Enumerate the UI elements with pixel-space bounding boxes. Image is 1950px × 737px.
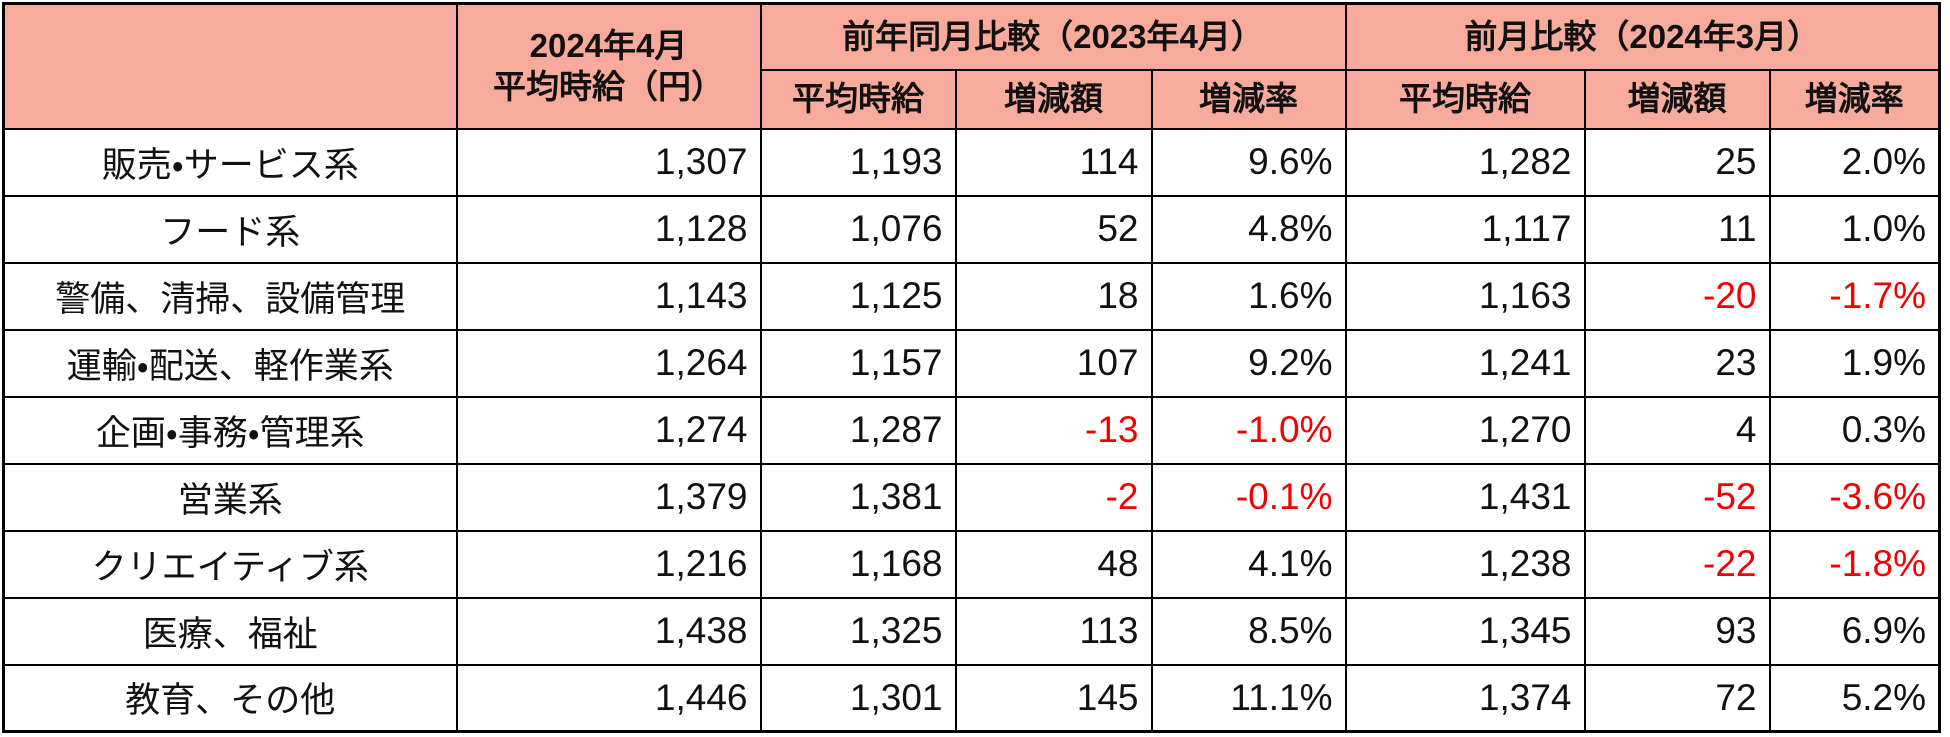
col-header-yoy-rate: 増減率: [1150, 68, 1347, 130]
cell-yoy-rate: 9.2%: [1150, 328, 1347, 398]
cell-yoy-avg: 1,287: [759, 395, 957, 465]
cell-label: 企画・事務・管理系: [2, 395, 458, 465]
cell-april-wage: 1,307: [455, 127, 762, 197]
cell-yoy-avg: 1,325: [759, 596, 957, 666]
cell-april-wage: 1,216: [455, 529, 762, 599]
cell-yoy-avg: 1,076: [759, 194, 957, 264]
cell-yoy-diff: -2: [954, 462, 1153, 532]
cell-april-wage: 1,264: [455, 328, 762, 398]
cell-yoy-avg: 1,157: [759, 328, 957, 398]
cell-mom-rate: 1.0%: [1768, 194, 1941, 264]
cell-mom-avg: 1,431: [1344, 462, 1586, 532]
cell-mom-diff: -52: [1583, 462, 1771, 532]
cell-mom-rate: 0.3%: [1768, 395, 1941, 465]
cell-mom-rate: 1.9%: [1768, 328, 1941, 398]
table-row: 販売・サービス系 1,307 1,193 114 9.6% 1,282 25 2…: [2, 127, 1941, 197]
cell-mom-avg: 1,163: [1344, 261, 1586, 331]
cell-mom-rate: 5.2%: [1768, 663, 1941, 733]
cell-yoy-diff: 18: [954, 261, 1153, 331]
cell-yoy-diff: 107: [954, 328, 1153, 398]
cell-yoy-diff: 145: [954, 663, 1153, 733]
cell-yoy-diff: 113: [954, 596, 1153, 666]
cell-yoy-diff: 52: [954, 194, 1153, 264]
cell-mom-avg: 1,270: [1344, 395, 1586, 465]
cell-yoy-diff: -13: [954, 395, 1153, 465]
table-row: クリエイティブ系 1,216 1,168 48 4.1% 1,238 -22 -…: [2, 529, 1941, 599]
cell-label: 警備、清掃、設備管理: [2, 261, 458, 331]
cell-april-wage: 1,274: [455, 395, 762, 465]
cell-mom-avg: 1,345: [1344, 596, 1586, 666]
cell-april-wage: 1,438: [455, 596, 762, 666]
cell-label: 教育、その他: [2, 663, 458, 733]
cell-yoy-rate: 8.5%: [1150, 596, 1347, 666]
cell-mom-rate: 2.0%: [1768, 127, 1941, 197]
header-group-row: 2024年4月 平均時給（円） 前年同月比較（2023年4月） 前月比較（2024…: [2, 2, 1941, 130]
cell-yoy-diff: 114: [954, 127, 1153, 197]
cell-mom-avg: 1,238: [1344, 529, 1586, 599]
cell-mom-diff: 23: [1583, 328, 1771, 398]
cell-april-wage: 1,446: [455, 663, 762, 733]
cell-yoy-rate: -0.1%: [1150, 462, 1347, 532]
cell-yoy-rate: -1.0%: [1150, 395, 1347, 465]
table-row: 教育、その他 1,446 1,301 145 11.1% 1,374 72 5.…: [2, 663, 1941, 733]
table-row: 警備、清掃、設備管理 1,143 1,125 18 1.6% 1,163 -20…: [2, 261, 1941, 331]
cell-yoy-avg: 1,193: [759, 127, 957, 197]
cell-mom-diff: 72: [1583, 663, 1771, 733]
cell-yoy-rate: 1.6%: [1150, 261, 1347, 331]
cell-label: 医療、福祉: [2, 596, 458, 666]
cell-label: クリエイティブ系: [2, 529, 458, 599]
table-row: 医療、福祉 1,438 1,325 113 8.5% 1,345 93 6.9%: [2, 596, 1941, 666]
cell-mom-avg: 1,282: [1344, 127, 1586, 197]
cell-mom-avg: 1,241: [1344, 328, 1586, 398]
table-row: 企画・事務・管理系 1,274 1,287 -13 -1.0% 1,270 4 …: [2, 395, 1941, 465]
header-sub-row: 平均時給 増減額 増減率 平均時給 増減額 増減率: [4, 68, 1941, 130]
april-header-line2: 平均時給（円）: [493, 68, 724, 106]
cell-mom-rate: -1.7%: [1768, 261, 1941, 331]
col-header-april-2024: 2024年4月 平均時給（円）: [455, 2, 762, 130]
cell-mom-rate: 6.9%: [1768, 596, 1941, 666]
cell-april-wage: 1,143: [455, 261, 762, 331]
cell-yoy-rate: 9.6%: [1150, 127, 1347, 197]
cell-mom-diff: -20: [1583, 261, 1771, 331]
cell-label: 運輸・配送、軽作業系: [2, 328, 458, 398]
cell-mom-rate: -3.6%: [1768, 462, 1941, 532]
corner-cell: [2, 2, 458, 130]
col-group-mom: 前月比較（2024年3月）: [1344, 2, 1941, 71]
col-header-yoy-avg: 平均時給: [759, 68, 957, 130]
cell-mom-rate: -1.8%: [1768, 529, 1941, 599]
cell-mom-diff: 4: [1583, 395, 1771, 465]
col-header-yoy-diff: 増減額: [954, 68, 1153, 130]
cell-yoy-avg: 1,301: [759, 663, 957, 733]
table-row: 営業系 1,379 1,381 -2 -0.1% 1,431 -52 -3.6%: [2, 462, 1941, 532]
april-header-line1: 2024年4月: [529, 27, 688, 64]
cell-label: 営業系: [2, 462, 458, 532]
cell-april-wage: 1,128: [455, 194, 762, 264]
col-header-mom-diff: 増減額: [1583, 68, 1771, 130]
cell-yoy-avg: 1,168: [759, 529, 957, 599]
cell-yoy-rate: 11.1%: [1150, 663, 1347, 733]
table-row: フード系 1,128 1,076 52 4.8% 1,117 11 1.0%: [2, 194, 1941, 264]
col-header-mom-avg: 平均時給: [1344, 68, 1586, 130]
cell-mom-diff: 25: [1583, 127, 1771, 197]
cell-mom-diff: -22: [1583, 529, 1771, 599]
table-row: 運輸・配送、軽作業系 1,264 1,157 107 9.2% 1,241 23…: [2, 328, 1941, 398]
cell-yoy-avg: 1,381: [759, 462, 957, 532]
cell-label: 販売・サービス系: [2, 127, 458, 197]
cell-label: フード系: [2, 194, 458, 264]
col-group-yoy: 前年同月比較（2023年4月）: [759, 2, 1347, 71]
cell-yoy-avg: 1,125: [759, 261, 957, 331]
cell-mom-avg: 1,117: [1344, 194, 1586, 264]
cell-mom-diff: 11: [1583, 194, 1771, 264]
col-header-mom-rate: 増減率: [1768, 68, 1941, 130]
cell-mom-avg: 1,374: [1344, 663, 1586, 733]
cell-yoy-diff: 48: [954, 529, 1153, 599]
cell-mom-diff: 93: [1583, 596, 1771, 666]
cell-april-wage: 1,379: [455, 462, 762, 532]
cell-yoy-rate: 4.8%: [1150, 194, 1347, 264]
cell-yoy-rate: 4.1%: [1150, 529, 1347, 599]
